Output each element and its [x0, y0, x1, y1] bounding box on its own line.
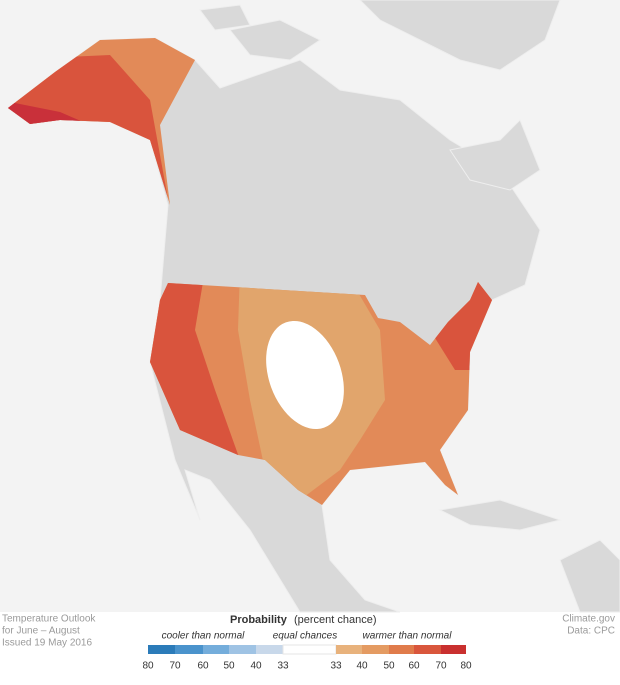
legend-title: Probability [230, 614, 288, 626]
credit-source: Climate.gov [562, 614, 615, 625]
legend-tick-label: 70 [435, 661, 447, 672]
outlook-title: Temperature Outlook [2, 614, 96, 625]
outlook-period: for June – August [2, 626, 80, 637]
legend-tick-label: 50 [383, 661, 395, 672]
legend-bar [148, 644, 466, 655]
legend-tick-label: 60 [408, 661, 420, 672]
legend-tick-label: 60 [197, 661, 209, 672]
legend-ticks: 80 70 60 50 40 33 33 40 50 60 70 80 [142, 661, 472, 672]
legend-tick-label: 80 [142, 661, 154, 672]
legend-group: cooler than normal [162, 631, 246, 642]
legend-tick-label: 40 [356, 661, 368, 672]
outlook-issued: Issued 19 May 2016 [2, 638, 92, 649]
legend-tick-label: 80 [460, 661, 472, 672]
legend-tick-label: 33 [277, 661, 289, 672]
legend-group: warmer than normal [363, 631, 453, 642]
legend-group: equal chances [273, 631, 338, 642]
legend-tick-label: 70 [169, 661, 181, 672]
legend-tick-label: 40 [250, 661, 262, 672]
legend-tick-label: 50 [223, 661, 235, 672]
legend-tick-label: 33 [330, 661, 342, 672]
credit-data: Data: CPC [567, 626, 615, 637]
legend-subtitle: (percent chance) [294, 614, 377, 626]
